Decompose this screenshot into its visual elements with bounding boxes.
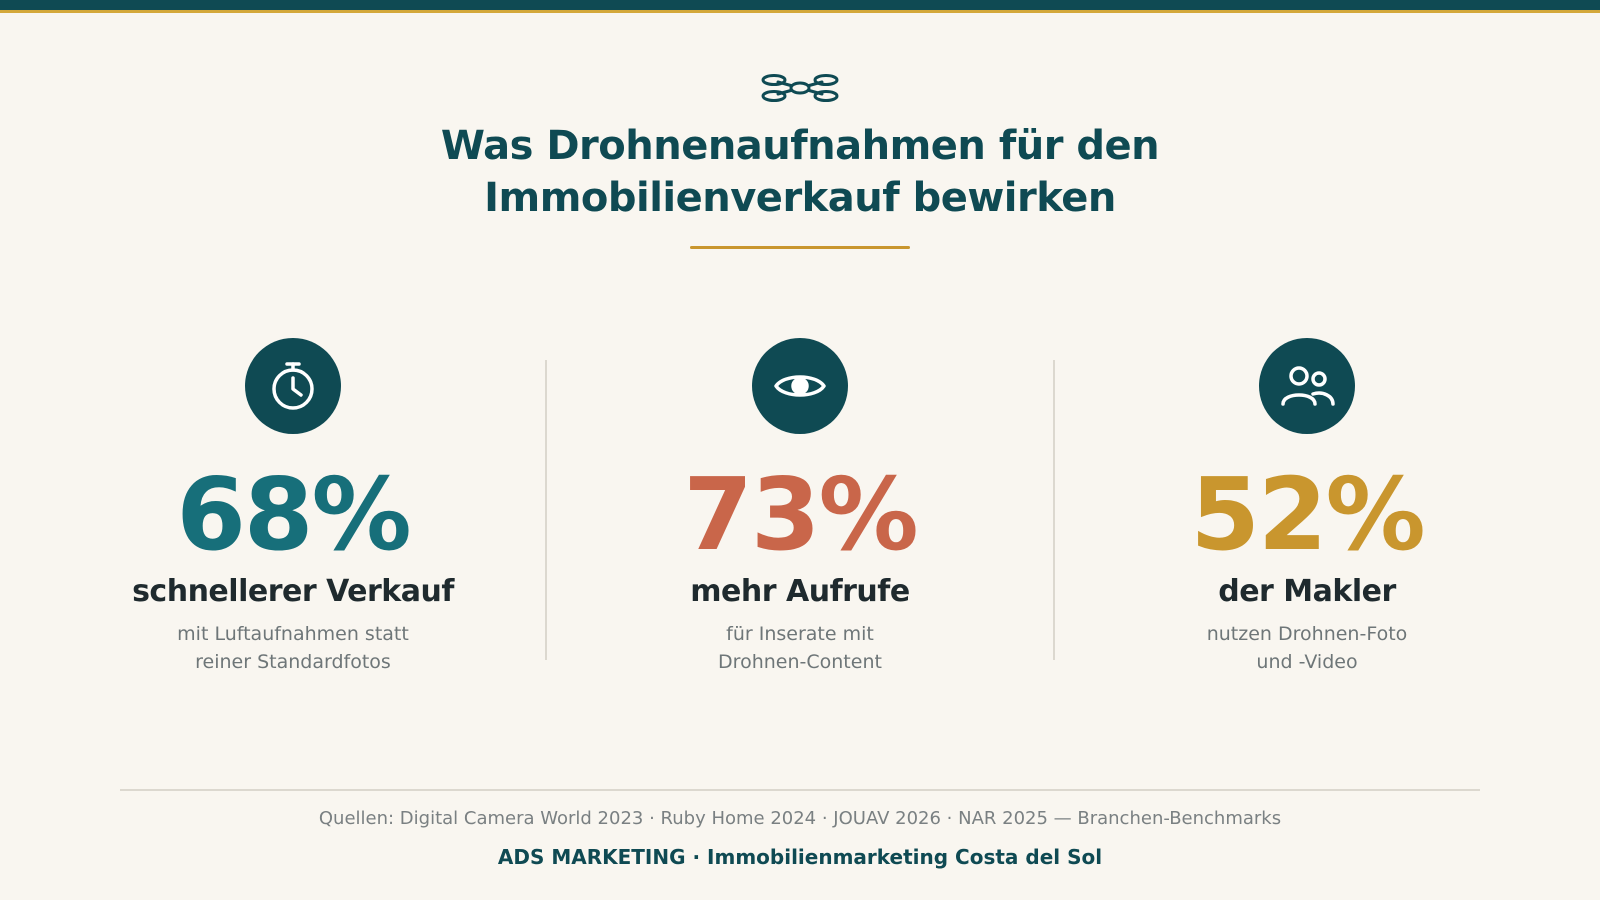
stat-card-faster-sale: 68% schnellerer Verkauf mit Luftaufnahme… — [43, 338, 543, 676]
column-divider — [1053, 360, 1055, 660]
stat-label: mehr Aufrufe — [690, 574, 910, 609]
users-icon — [1281, 366, 1335, 406]
stat-desc-line: reiner Standardfotos — [195, 651, 391, 673]
header: Was Drohnenaufnahmen für den Immobilienv… — [0, 70, 1600, 249]
stat-value: 73% — [683, 456, 918, 573]
stat-value: 52% — [1190, 456, 1425, 573]
title-line-1: Was Drohnenaufnahmen für den — [440, 123, 1160, 169]
stat-description: mit Luftaufnahmen statt reiner Standardf… — [143, 620, 443, 676]
drone-icon — [761, 74, 839, 102]
sources-text: Quellen: Digital Camera World 2023 · Rub… — [318, 808, 1282, 829]
page-title: Was Drohnenaufnahmen für den Immobilienv… — [350, 120, 1250, 224]
stat-description: für Inserate mit Drohnen-Content — [650, 620, 950, 676]
stats-row: 68% schnellerer Verkauf mit Luftaufnahme… — [0, 338, 1600, 698]
stat-desc-line: für Inserate mit — [726, 623, 874, 645]
stat-desc-line: Drohnen-Content — [718, 651, 882, 673]
stopwatch-icon — [272, 362, 314, 410]
column-divider — [545, 360, 547, 660]
stat-label: schnellerer Verkauf — [132, 574, 454, 609]
stat-description: nutzen Drohnen-Foto und -Video — [1157, 620, 1457, 676]
stat-card-more-views: 73% mehr Aufrufe für Inserate mit Drohne… — [550, 338, 1050, 676]
stat-icon-badge — [1259, 338, 1355, 434]
stat-desc-line: und -Video — [1256, 651, 1358, 673]
stat-desc-line: mit Luftaufnahmen statt — [177, 623, 409, 645]
brand-footer: ADS MARKETING · Immobilienmarketing Cost… — [497, 845, 1103, 869]
top-accent-bar — [0, 0, 1600, 10]
stat-desc-line: nutzen Drohnen-Foto — [1206, 623, 1408, 645]
top-gold-stripe — [0, 10, 1600, 13]
footer-divider — [120, 789, 1480, 791]
title-divider — [690, 246, 910, 249]
stat-label: der Makler — [1218, 574, 1396, 609]
stat-card-agents: 52% der Makler nutzen Drohnen-Foto und -… — [1057, 338, 1557, 676]
title-line-2: Immobilienverkauf bewirken — [484, 175, 1116, 221]
stat-icon-badge — [245, 338, 341, 434]
eye-icon — [774, 375, 826, 397]
stat-icon-badge — [752, 338, 848, 434]
stat-value: 68% — [176, 456, 411, 573]
